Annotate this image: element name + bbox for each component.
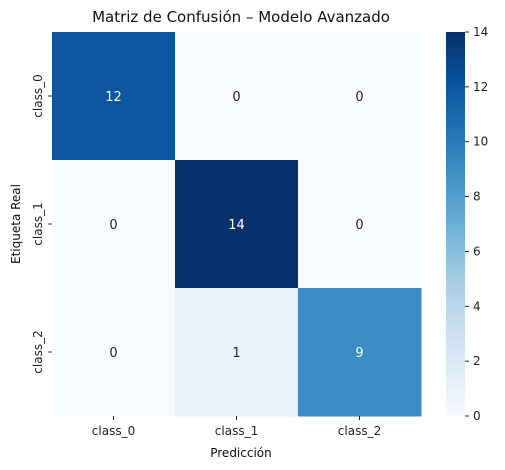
colorbar-tick-label: 12 [473,80,488,94]
x-axis-ticks: class_0 class_1 class_2 [92,416,381,438]
heatmap-cell-r1-c2 [298,160,422,289]
heatmap-cell-r0-c1 [175,32,299,161]
colorbar-tick-label: 2 [473,354,481,368]
heatmap-cell-r1-c0 [52,160,176,289]
x-tick-label: class_0 [92,424,135,438]
cell-value-label: 14 [228,218,245,233]
y-tick-label: class_1 [31,202,45,245]
y-tick-label: class_2 [31,330,45,373]
y-tick-label: class_0 [31,74,45,117]
x-tick-label: class_2 [338,424,381,438]
cell-value-label: 0 [109,346,117,361]
heatmap-cells [52,32,422,417]
x-axis-label: Predicción [210,446,272,460]
cell-value-label: 0 [232,90,240,105]
y-axis-label: Etiqueta Real [9,184,23,264]
cell-value-label: 0 [355,218,363,233]
colorbar-tick-label: 0 [473,409,481,423]
colorbar-tick-label: 10 [473,135,488,149]
heatmap-cell-r1-c1 [175,160,299,289]
y-axis-ticks: class_0 class_1 class_2 [31,74,52,374]
heatmap-cell-r2-c2 [298,288,422,417]
colorbar-ticks: 0 2 4 6 8 10 12 14 [465,25,488,423]
colorbar-tick-label: 8 [473,190,481,204]
cell-value-label: 9 [355,346,363,361]
x-tick-label: class_1 [215,424,258,438]
heatmap-cell-r0-c2 [298,32,422,161]
cell-value-label: 0 [355,90,363,105]
heatmap-cell-r2-c1 [175,288,299,417]
cell-value-label: 0 [109,218,117,233]
colorbar-tick-label: 4 [473,299,481,313]
heatmap-cell-r2-c0 [52,288,176,417]
chart-title: Matriz de Confusión – Modelo Avanzado [92,8,390,26]
colorbar-tick-label: 6 [473,244,481,258]
colorbar [446,32,465,416]
colorbar-tick-label: 14 [473,25,488,39]
heatmap-cell-labels: 12 0 0 0 14 0 0 1 9 [105,90,363,361]
cell-value-label: 1 [232,346,240,361]
cell-value-label: 12 [105,90,122,105]
heatmap-cell-r0-c0 [52,32,176,161]
